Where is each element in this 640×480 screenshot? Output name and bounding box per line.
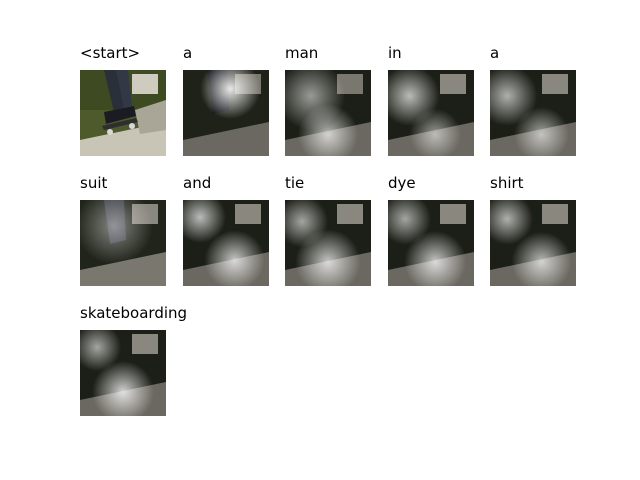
attention-map xyxy=(388,200,474,286)
token-label: <start> xyxy=(80,44,141,62)
token-label: a xyxy=(490,44,500,62)
attention-map xyxy=(285,70,371,156)
token-label: in xyxy=(388,44,402,62)
token-label: tie xyxy=(285,174,305,192)
attention-map xyxy=(80,330,166,416)
source-image xyxy=(80,70,166,156)
token-label: and xyxy=(183,174,212,192)
attention-map xyxy=(490,200,576,286)
token-label: dye xyxy=(388,174,416,192)
token-label: skateboarding xyxy=(80,304,188,322)
attention-map xyxy=(490,70,576,156)
attention-map xyxy=(183,70,269,156)
token-label: a xyxy=(183,44,193,62)
attention-map xyxy=(80,200,166,286)
token-label: man xyxy=(285,44,319,62)
attention-map xyxy=(388,70,474,156)
token-label: suit xyxy=(80,174,108,192)
token-label: shirt xyxy=(490,174,524,192)
attention-map xyxy=(183,200,269,286)
attention-map xyxy=(285,200,371,286)
